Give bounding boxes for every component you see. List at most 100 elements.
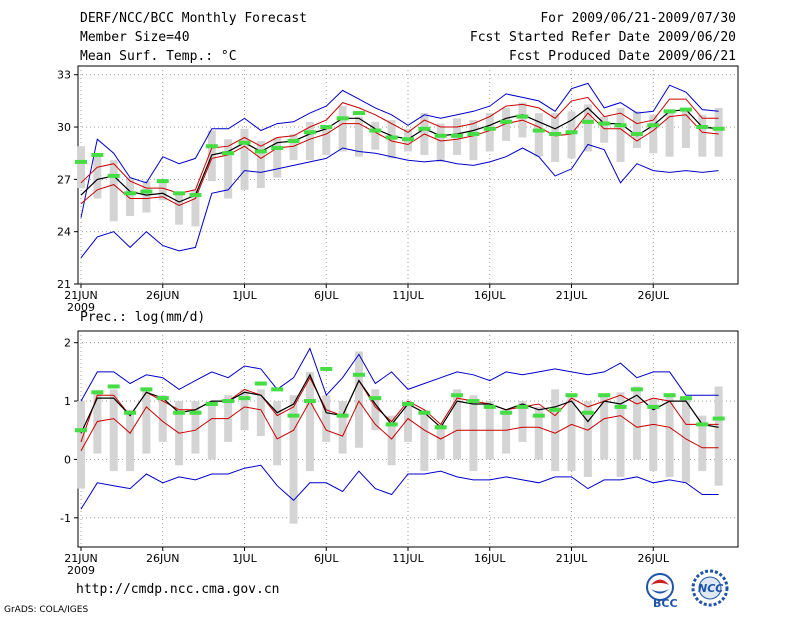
temp-ytick-label: 21 (57, 278, 71, 291)
prec-observation-mark (467, 399, 480, 404)
prec-observation-mark (581, 410, 594, 415)
temp-spread-box (600, 116, 609, 143)
temp-observation-mark (467, 132, 480, 137)
prec-spread-box (240, 389, 249, 431)
temp-spread-box (534, 113, 543, 157)
prec-observation-mark (287, 413, 300, 418)
prec-spread-box (158, 395, 167, 442)
prec-ytick-label: -1 (60, 512, 71, 525)
temp-spread-box (616, 107, 625, 162)
temp-spread-box (305, 121, 314, 161)
prec-min-line (80, 464, 719, 510)
temp-observation-mark (385, 135, 398, 140)
prec-xtick-label: 1JUL (232, 552, 257, 565)
temp-plot: 21 24 27 30 33 21JUN 26JUN 1JUL 6JUL 11JUL 16JUL 21… (57, 65, 739, 314)
temp-spread-box (273, 137, 282, 178)
source-url[interactable]: http://cmdp.ncc.cma.gov.cn (76, 582, 280, 597)
temp-observation-mark (140, 189, 153, 194)
temp-xtick-label: 16JUL (474, 289, 506, 302)
temp-observation-mark (663, 109, 676, 114)
prec-spread-box (338, 401, 347, 454)
ncc-logo: NCC (691, 569, 729, 607)
prec-spread-box (518, 401, 527, 442)
prec-spread-box (502, 409, 511, 454)
prec-observation-mark (107, 384, 120, 389)
prec-observation-mark (679, 396, 692, 401)
temp-observation-mark (647, 123, 660, 128)
prec-observation-mark (500, 410, 513, 415)
temp-spread-box (632, 111, 641, 148)
variable-label: Mean Surf. Temp.: °C (80, 49, 237, 64)
prec-spread-box (126, 409, 135, 472)
temp-observation-mark (124, 191, 137, 196)
temp-max-line (80, 82, 719, 218)
temp-observation-mark (352, 111, 365, 116)
temp-spread-box (665, 113, 674, 157)
temp-xtick-label: 1JUL (232, 289, 257, 302)
temp-spread-box (240, 128, 249, 190)
prec-upper-line (80, 376, 719, 443)
prec-observation-mark (532, 413, 545, 418)
prec-spread-box (649, 398, 658, 472)
prec-observation-mark (156, 396, 169, 401)
prec-spread-box (387, 415, 396, 466)
temp-spread-box (77, 146, 85, 189)
prec-spread-box (305, 371, 314, 472)
prec-spread-box (632, 386, 641, 460)
prec-spread-box (371, 389, 380, 431)
prec-observation-mark (238, 396, 251, 401)
prec-observation-mark (565, 393, 578, 398)
temp-observation-mark (630, 132, 643, 137)
prec-observation-mark (369, 396, 382, 401)
prec-observation-mark (712, 416, 725, 421)
temp-xtick-label: 6JUL (314, 289, 339, 302)
temp-spread-box (175, 195, 184, 225)
prec-ytick-label: 1 (64, 395, 71, 408)
prec-xtick-label: 21JUL (556, 552, 588, 565)
temp-observation-mark (156, 179, 169, 184)
precip-label: Prec.: log(mm/d) (80, 310, 206, 325)
forecast-period: For 2009/06/21-2009/07/30 (540, 11, 736, 26)
prec-spread-box (207, 401, 216, 460)
prec-observation-mark (696, 422, 709, 427)
temp-observation-mark (189, 193, 202, 198)
prec-xtick-label: 11JUL (392, 552, 424, 565)
bcc-logo-text: BCC (653, 597, 678, 608)
prec-observation-mark (630, 387, 643, 392)
temp-ytick-label: 30 (57, 121, 71, 134)
prec-spread-box (698, 415, 707, 472)
temp-spread-box (567, 111, 576, 159)
prec-spread-box (665, 395, 674, 477)
temp-spread-box (338, 106, 347, 152)
prec-spread-box (77, 401, 85, 489)
temp-spread-box (109, 160, 118, 222)
temp-spread-box (681, 109, 690, 148)
temp-spread-box (485, 113, 494, 152)
temp-observation-mark (565, 130, 578, 135)
prec-max-line (80, 347, 719, 402)
prec-spread-box (469, 395, 478, 472)
temp-xtick-label: 26JUL (638, 289, 670, 302)
prec-observation-mark (303, 399, 316, 404)
prec-spread-box (714, 386, 723, 486)
temp-observation-mark (679, 107, 692, 112)
prec-spread-box (289, 395, 298, 524)
temp-spread-box (93, 153, 102, 199)
temp-spread-box (583, 104, 592, 152)
prec-spread-box (256, 389, 265, 437)
temp-year-label: 2009 (67, 301, 95, 314)
temp-spread-box (354, 116, 363, 157)
temp-observation-mark (581, 119, 594, 124)
prec-spread-box (583, 401, 592, 477)
chart-title: DERF/NCC/BCC Monthly Forecast (80, 11, 307, 26)
prec-spread-box (273, 401, 282, 466)
ncc-logo-text: NCC (698, 582, 723, 595)
temp-observation-mark (254, 149, 267, 154)
prec-observation-mark (647, 404, 660, 409)
temp-observation-mark (500, 119, 513, 124)
bcc-logo: BCC (646, 573, 678, 608)
temp-xtick-label: 21JUN (64, 289, 98, 302)
temp-observation-mark (75, 159, 87, 164)
prec-observation-mark (205, 401, 218, 406)
